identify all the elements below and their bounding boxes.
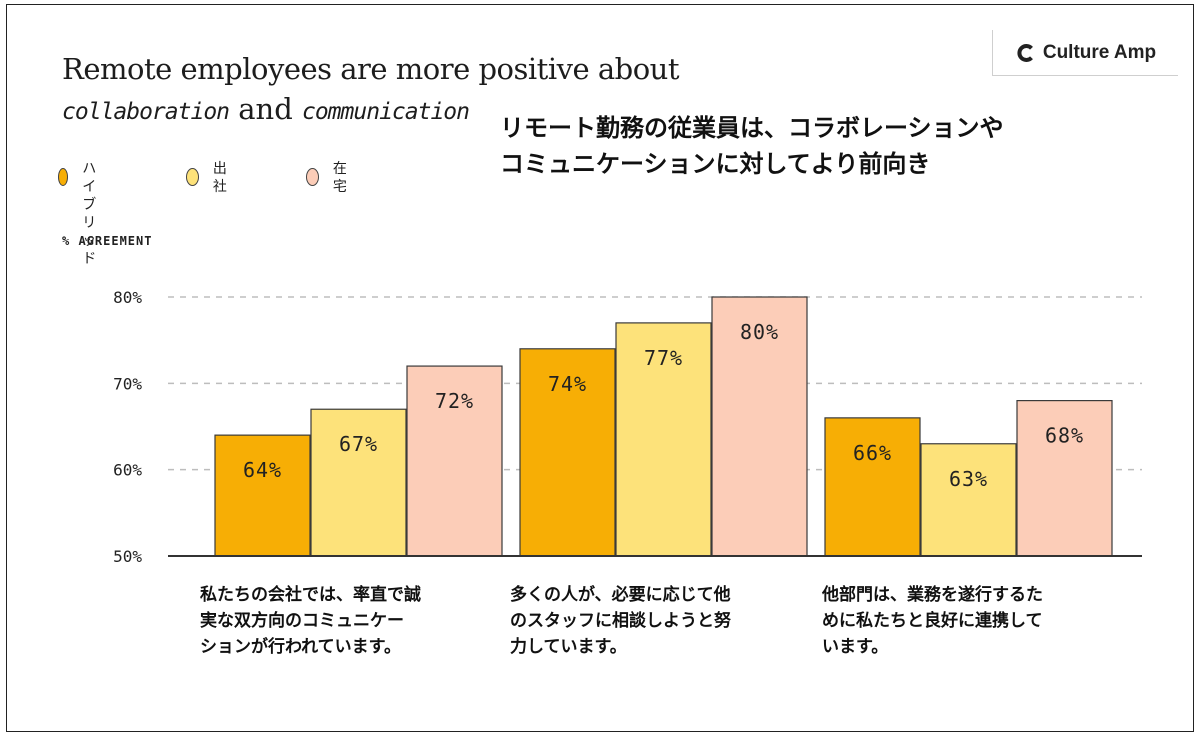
category-label-1: 私たちの会社では、率直で誠 実な双方向のコミュニケー ションが行われています。 [200,582,421,660]
bar-hybrid-2 [519,348,616,557]
data-label-hybrid-3: 66% [853,441,892,465]
culture-amp-c-icon [1017,43,1033,62]
legend-item-hybrid: ハイブ リッド [58,160,104,268]
category-label-3-line2: めに私たちと良好に連携して [822,611,1043,631]
y-tick-label: 60% [113,461,142,480]
category-label-2-line2: のスタッフに相談しようと努 [510,611,731,631]
y-tick-label: 80% [113,288,142,307]
bar-remote-2 [711,296,808,557]
y-tick-label: 50% [113,547,142,566]
data-label-office-2: 77% [644,346,683,370]
category-label-3: 他部門は、業務を遂行するた めに私たちと良好に連携して います。 [822,582,1043,660]
brand-name: Culture Amp [1042,41,1157,63]
bar-remote-3 [1016,400,1113,557]
chart-title-jp-line2: コミュニケーションに対してより前向き [500,150,931,178]
y-tick-label: 70% [113,374,142,393]
brand-logo: Culture Amp [992,30,1178,76]
data-label-remote-3: 68% [1045,424,1084,448]
bar-hybrid-1 [214,434,311,557]
bar-office-1 [310,408,407,557]
category-label-3-line1: 他部門は、業務を遂行するた [822,585,1043,605]
chart-title-jp: リモート勤務の従業員は、コラボレーションや コミュニケーションに対してより前向き [500,110,1004,182]
category-label-2: 多くの人が、必要に応じて他 のスタッフに相談しようと努 力しています。 [510,582,731,660]
chart-title-en: Remote employees are more positive about [62,52,680,86]
title-word-and: and [229,92,302,126]
data-label-office-1: 67% [339,432,378,456]
title-word-communication: communication [301,99,470,125]
data-label-hybrid-2: 74% [548,372,587,396]
chart-title-en-line2: collaboration and communication [62,92,470,126]
title-word-collaboration: collaboration [62,99,230,125]
legend-swatch-remote [306,168,319,186]
y-axis-label: % AGREEMENT [62,234,153,248]
category-label-2-line1: 多くの人が、必要に応じて他 [510,585,731,605]
legend-item-remote: 在宅 [306,160,352,196]
data-label-office-3: 63% [949,467,988,491]
bar-office-2 [615,322,712,557]
chart-title-jp-line1: リモート勤務の従業員は、コラボレーションや [500,114,1004,142]
data-label-remote-2: 80% [740,320,779,344]
bar-hybrid-3 [824,417,921,557]
legend-item-office: 出社 [186,160,232,196]
category-label-1-line1: 私たちの会社では、率直で誠 [200,585,421,605]
bar-remote-1 [406,365,503,557]
legend-label-hybrid: ハイブ リッド [82,161,97,267]
legend-label-office: 出社 [212,161,227,195]
category-label-2-line3: 力しています。 [510,637,627,657]
bar-office-3 [920,443,1017,557]
legend-label-remote: 在宅 [332,161,347,195]
data-label-remote-1: 72% [435,389,474,413]
data-label-hybrid-1: 64% [243,458,282,482]
category-label-3-line3: います。 [822,637,889,657]
category-label-1-line3: ションが行われています。 [200,637,401,657]
legend-swatch-hybrid [58,168,69,186]
legend-swatch-office [186,168,199,186]
category-label-1-line2: 実な双方向のコミュニケー [200,611,404,631]
